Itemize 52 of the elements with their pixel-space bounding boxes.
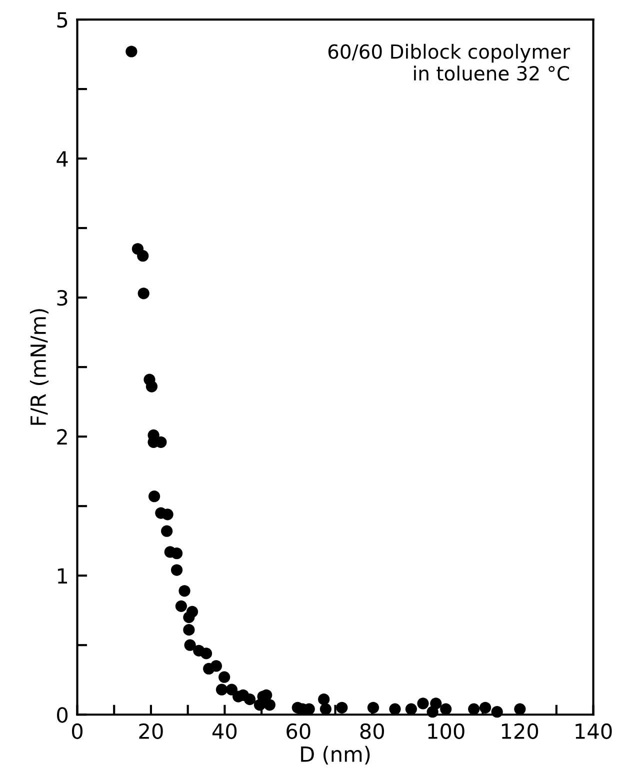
point	[170, 564, 183, 576]
point	[318, 694, 330, 706]
point	[200, 648, 212, 660]
y-axis-title: F/R (mN/m)	[30, 309, 49, 425]
x-tick-label: 0	[72, 723, 82, 740]
x-tick-label: 120	[502, 723, 538, 740]
point	[184, 639, 196, 651]
point	[183, 624, 195, 636]
point	[264, 699, 276, 711]
x-tick-label: 140	[576, 723, 612, 740]
point	[175, 600, 188, 612]
point	[440, 703, 452, 715]
point	[389, 703, 401, 715]
point	[479, 702, 492, 714]
x-axis-title: D (nm)	[301, 746, 370, 764]
point	[218, 671, 230, 683]
point	[367, 702, 380, 714]
point	[336, 702, 348, 714]
x-tick-label: 40	[212, 723, 237, 740]
point	[491, 706, 503, 718]
point	[468, 703, 480, 715]
y-tick-label: 3	[57, 290, 68, 306]
y-tick-label: 4	[56, 151, 68, 166]
point	[417, 698, 429, 710]
x-tick-label: 100	[428, 723, 464, 740]
annotation: 60/60 Diblock copolymer in toluene 32 °C	[328, 44, 570, 81]
y-tick-label: 2	[57, 429, 67, 444]
point	[161, 525, 173, 537]
point	[178, 585, 190, 597]
point	[170, 548, 183, 560]
point	[320, 703, 332, 715]
x-tick-label: 20	[139, 723, 163, 740]
x-tick-label: 60	[286, 723, 310, 740]
point	[226, 684, 238, 696]
point	[148, 490, 160, 502]
point	[244, 694, 256, 706]
point	[138, 288, 150, 300]
y-tick-label: 0	[57, 707, 68, 723]
point	[514, 703, 526, 715]
point	[260, 689, 272, 701]
point	[405, 703, 418, 715]
point	[216, 684, 228, 696]
point	[137, 250, 149, 262]
x-tick-label: 80	[360, 723, 384, 740]
y-tick-label: 5	[57, 12, 68, 28]
point	[146, 380, 158, 392]
point	[183, 611, 195, 624]
y-tick-label: 1	[58, 568, 67, 584]
point	[426, 706, 438, 718]
point	[162, 508, 174, 520]
point	[126, 46, 138, 58]
point	[210, 660, 222, 672]
